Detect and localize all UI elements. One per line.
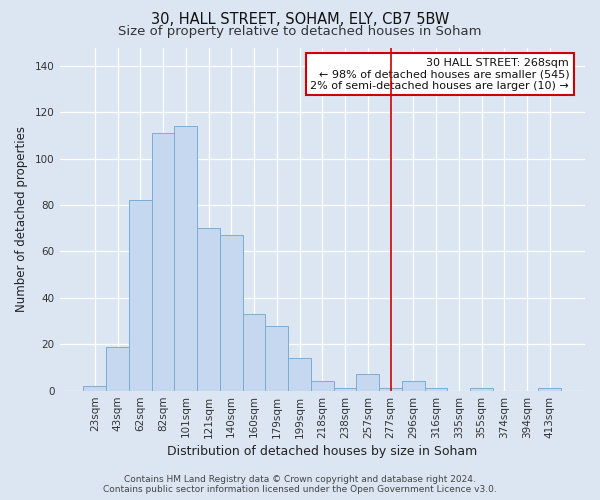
Bar — [379, 388, 402, 390]
Bar — [197, 228, 220, 390]
Y-axis label: Number of detached properties: Number of detached properties — [15, 126, 28, 312]
Bar — [425, 388, 448, 390]
Bar — [152, 134, 175, 390]
Bar — [265, 326, 288, 390]
X-axis label: Distribution of detached houses by size in Soham: Distribution of detached houses by size … — [167, 444, 478, 458]
Bar — [242, 314, 265, 390]
Bar — [83, 386, 106, 390]
Bar — [288, 358, 311, 390]
Bar — [129, 200, 152, 390]
Bar — [538, 388, 561, 390]
Text: 30 HALL STREET: 268sqm
← 98% of detached houses are smaller (545)
2% of semi-det: 30 HALL STREET: 268sqm ← 98% of detached… — [310, 58, 569, 91]
Bar — [334, 388, 356, 390]
Text: 30, HALL STREET, SOHAM, ELY, CB7 5BW: 30, HALL STREET, SOHAM, ELY, CB7 5BW — [151, 12, 449, 28]
Bar — [311, 382, 334, 390]
Bar — [356, 374, 379, 390]
Bar — [402, 382, 425, 390]
Bar — [220, 236, 242, 390]
Bar — [175, 126, 197, 390]
Text: Size of property relative to detached houses in Soham: Size of property relative to detached ho… — [118, 25, 482, 38]
Bar — [106, 346, 129, 391]
Bar — [470, 388, 493, 390]
Text: Contains HM Land Registry data © Crown copyright and database right 2024.
Contai: Contains HM Land Registry data © Crown c… — [103, 474, 497, 494]
